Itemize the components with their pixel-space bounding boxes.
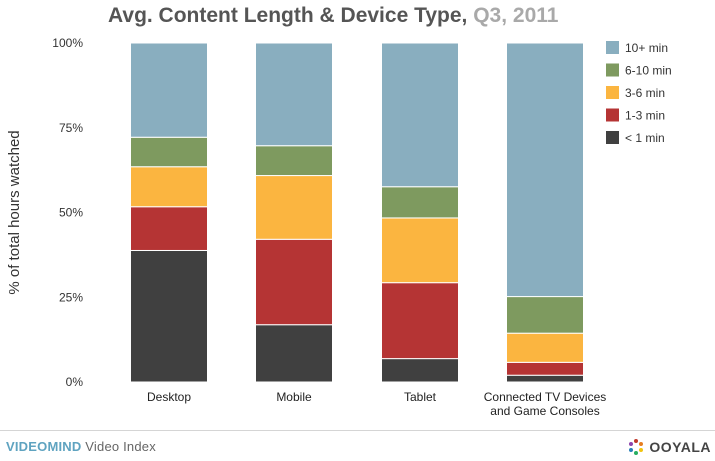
y-tick-label: 0% [66, 375, 84, 389]
y-tick-label: 100% [52, 36, 83, 50]
bar-segment [506, 374, 584, 383]
x-tick-label: Desktop [147, 390, 191, 404]
y-tick-label: 75% [59, 121, 83, 135]
videomind-brand: VIDEOMIND [6, 439, 82, 454]
bar-segment [130, 42, 208, 138]
y-tick-label: 50% [59, 206, 83, 220]
bar-segment [130, 206, 208, 251]
x-tick-label: and Game Consoles [490, 404, 599, 418]
bar-segment [381, 42, 459, 188]
legend-label: 1-3 min [625, 109, 665, 123]
bar-segment [381, 217, 459, 284]
bar-segment [506, 42, 584, 298]
legend-swatch [606, 108, 619, 122]
bar-segment [381, 358, 459, 383]
legend-label: 10+ min [625, 41, 668, 55]
bar-segment [130, 249, 208, 383]
bar-segment [255, 42, 333, 147]
bar-segment [255, 324, 333, 383]
bar-segment [506, 296, 584, 334]
x-tick-label: Mobile [276, 390, 312, 404]
chart-title: Avg. Content Length & Device Type, Q3, 2… [108, 4, 559, 27]
y-tick-label: 25% [59, 290, 83, 304]
x-tick-label: Tablet [404, 390, 437, 404]
legend-label: 3-6 min [625, 86, 665, 100]
footer: VIDEOMIND Video Index OOYALA [0, 430, 715, 461]
legend-swatch [606, 41, 619, 54]
y-axis-label: % of total hours watched [6, 130, 23, 294]
legend-swatch [606, 131, 619, 144]
bar-segment [506, 361, 584, 376]
chart-subtitle: Q3, 2011 [473, 4, 559, 27]
x-tick-label: Connected TV Devices [484, 390, 607, 404]
footer-index: VIDEOMIND Video Index [6, 439, 156, 454]
legend-swatch [606, 86, 619, 99]
bar-segment [130, 136, 208, 168]
bar-segment [381, 186, 459, 219]
video-index-label: Video Index [85, 439, 156, 454]
chart: Avg. Content Length & Device Type, Q3, 2… [6, 4, 672, 418]
ooyala-logo: OOYALA [627, 438, 711, 456]
bar-segment [130, 166, 208, 208]
bar-segment [255, 175, 333, 240]
legend-swatch [606, 63, 619, 77]
legend-label: < 1 min [625, 131, 665, 145]
ooyala-wordmark: OOYALA [649, 439, 711, 455]
bar-segment [381, 282, 459, 360]
bar-segment [506, 332, 584, 363]
legend-label: 6-10 min [625, 64, 672, 78]
bar-segment [255, 145, 333, 177]
ooyala-dots-icon [629, 439, 644, 455]
bar-segment [255, 238, 333, 326]
